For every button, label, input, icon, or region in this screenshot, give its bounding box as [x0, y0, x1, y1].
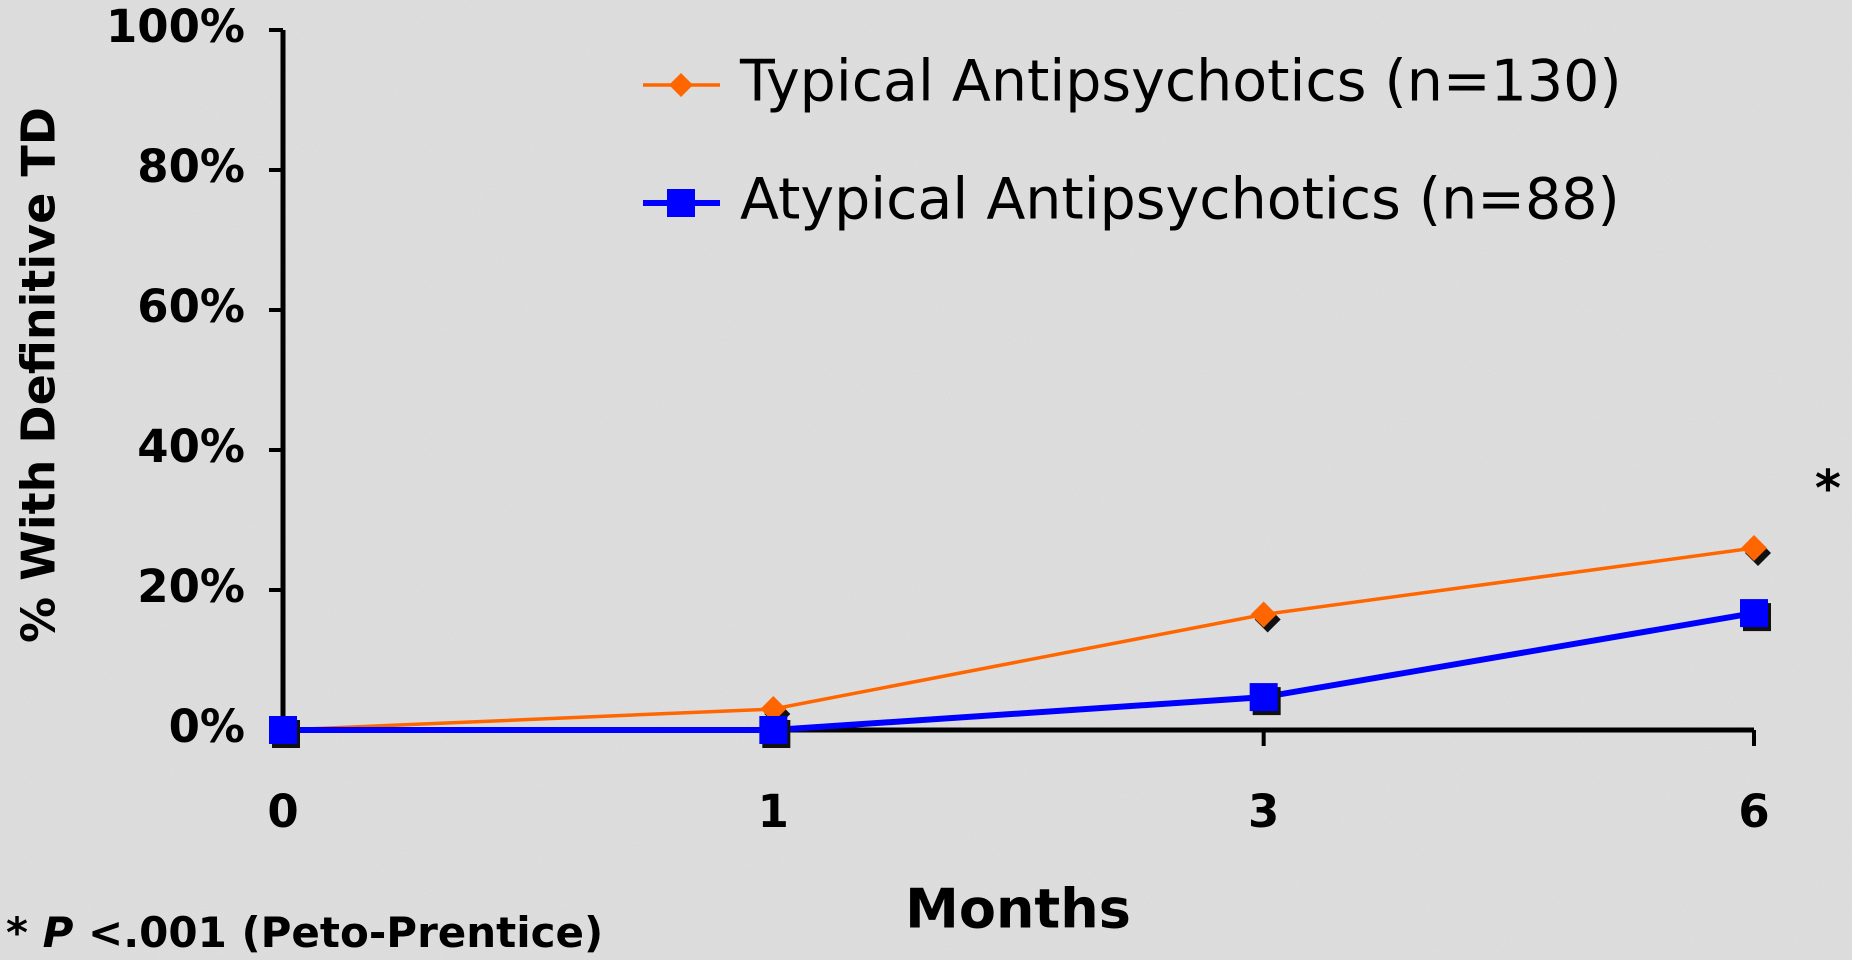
- y-tick-label: 100%: [106, 0, 245, 53]
- footnote-text: <.001 (Peto-Prentice): [88, 908, 603, 957]
- significance-marker: *: [1815, 460, 1841, 518]
- data-point: [1250, 601, 1277, 628]
- legend-marker: [669, 73, 693, 97]
- x-tick-label: 0: [267, 785, 298, 838]
- footnote-p: P: [43, 908, 74, 957]
- x-tick-label: 1: [758, 785, 789, 838]
- data-point: [1741, 535, 1767, 561]
- y-tick-label: 20%: [137, 560, 245, 613]
- data-point: [269, 716, 297, 744]
- x-tick-label: 3: [1248, 785, 1279, 838]
- y-tick-label: 0%: [169, 700, 245, 753]
- x-tick-label: 6: [1738, 785, 1769, 838]
- footnote-marker: *: [6, 908, 28, 957]
- data-point: [760, 696, 787, 722]
- data-point: [1740, 599, 1768, 628]
- y-tick-label: 40%: [137, 420, 245, 473]
- series-line: [282, 546, 1755, 732]
- y-axis-title: % With Definitive TD: [12, 107, 66, 643]
- data-point: [759, 716, 788, 744]
- x-axis-title: Months: [905, 878, 1131, 941]
- footnote: * P <.001 (Peto-Prentice): [6, 908, 603, 957]
- legend-label: Atypical Antipsychotics (n=88): [740, 167, 1620, 233]
- data-point: [1249, 683, 1278, 712]
- legend-label: Typical Antipsychotics (n=130): [739, 49, 1622, 115]
- legend-marker: [667, 189, 695, 217]
- y-tick-label: 80%: [137, 140, 245, 193]
- y-tick-label: 60%: [137, 280, 245, 333]
- series-line: [283, 610, 1755, 733]
